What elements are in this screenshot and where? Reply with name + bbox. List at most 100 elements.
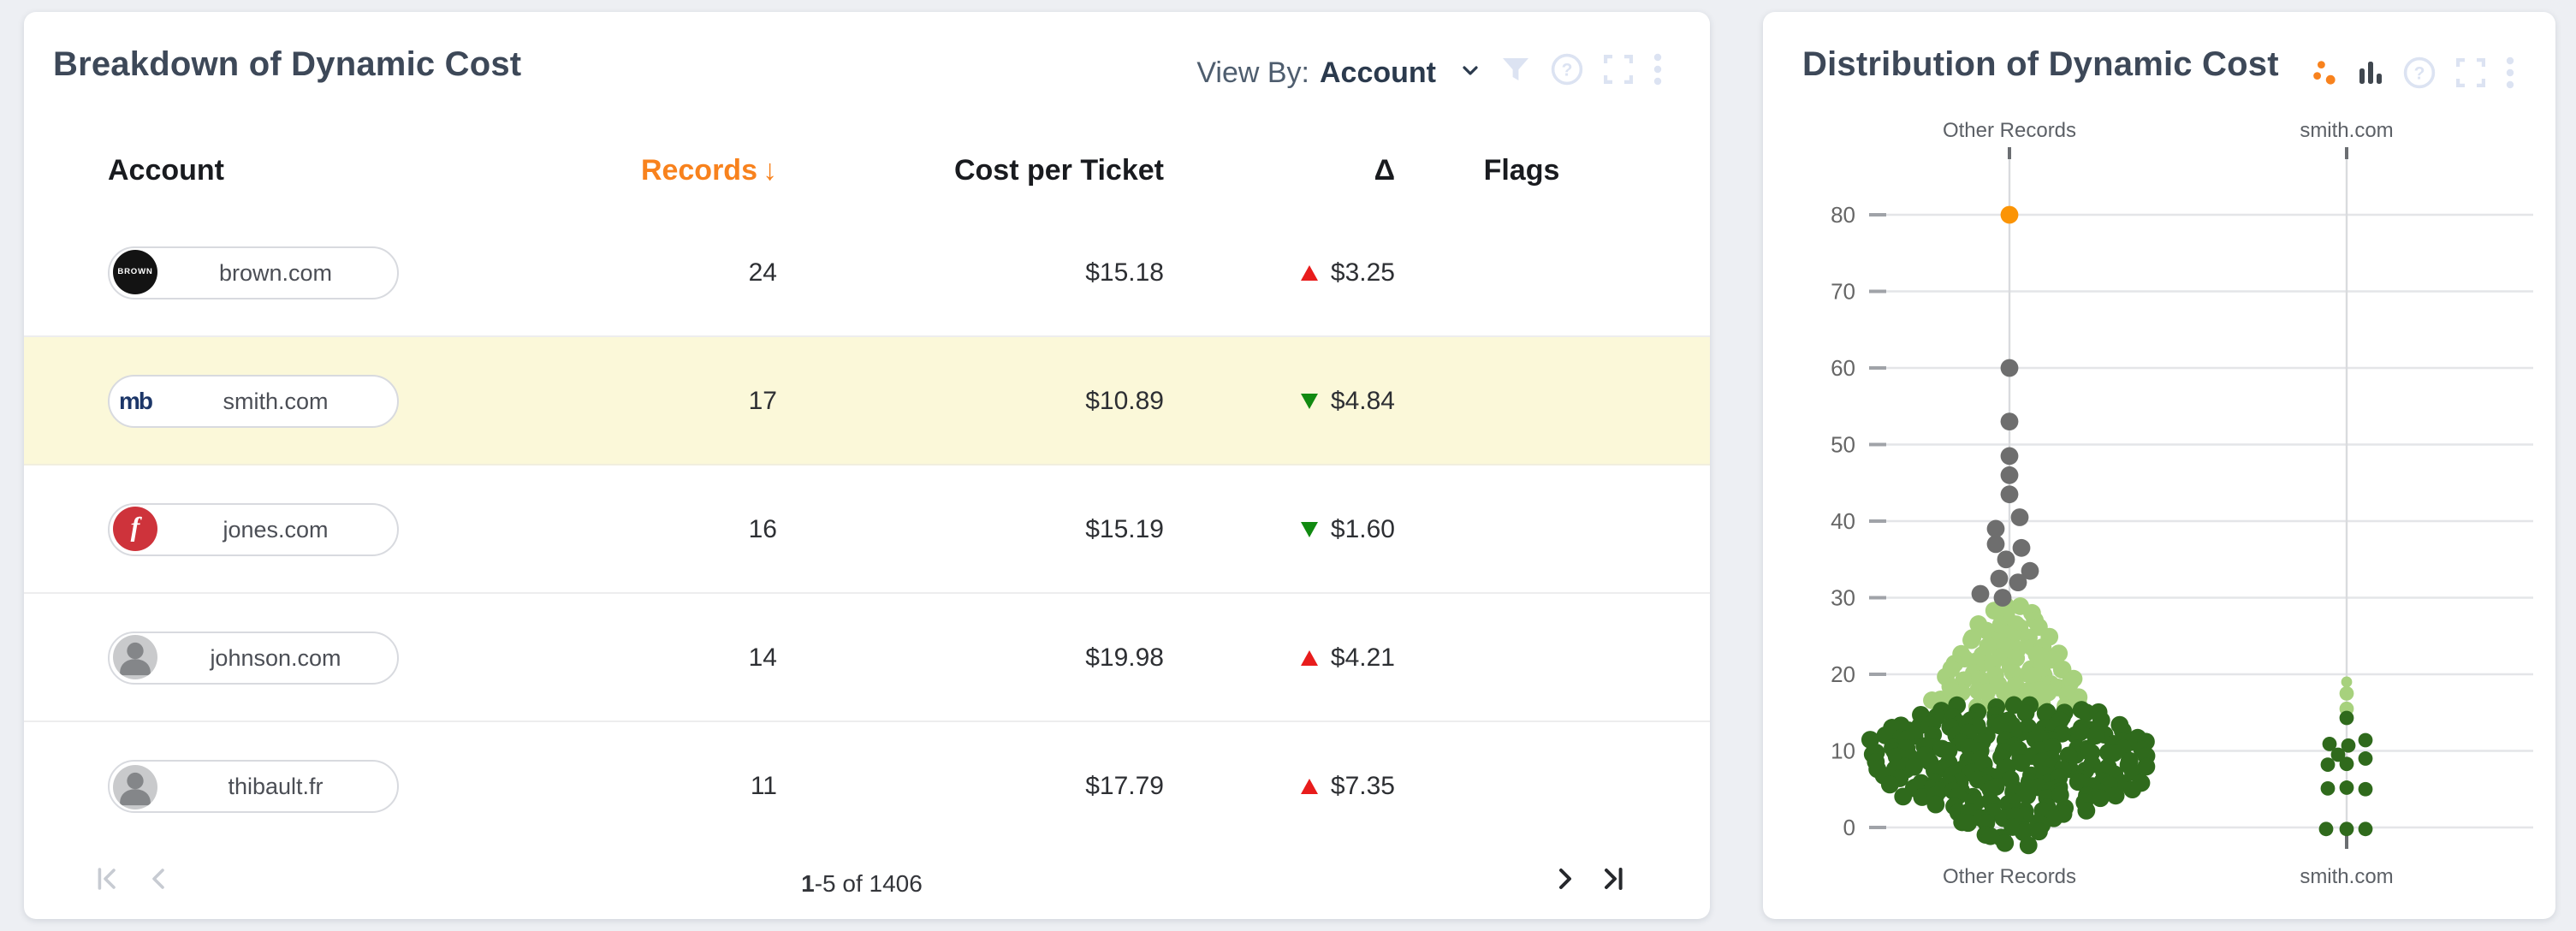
swarm-dot[interactable] (2322, 737, 2337, 751)
scatter-view-icon[interactable] (2312, 60, 2338, 94)
account-pill[interactable]: johnson.com (108, 631, 399, 684)
table-row[interactable]: mb smith.com 17 $10.89 $4.84 (24, 337, 1710, 466)
swarm-dot[interactable] (1905, 757, 1924, 776)
swarm-dot[interactable] (2077, 801, 2096, 820)
next-page-icon[interactable] (1552, 866, 1578, 900)
account-pill[interactable]: f jones.com (108, 502, 399, 555)
swarm-dot[interactable] (2000, 485, 2019, 504)
help-icon[interactable]: ? (1551, 53, 1583, 94)
swarm-dot[interactable] (1971, 584, 1990, 603)
swarm-dot[interactable] (2339, 710, 2354, 726)
swarm-dot[interactable] (2104, 744, 2123, 762)
swarm-dot[interactable] (2339, 821, 2354, 837)
swarm-dot[interactable] (2358, 732, 2373, 748)
chart-header-controls: ? (2312, 56, 2514, 98)
swarm-dot[interactable] (2000, 466, 2019, 484)
swarm-dot[interactable] (2016, 703, 2035, 722)
swarm-dot[interactable] (2038, 703, 2057, 721)
swarm-dot[interactable] (2000, 447, 2019, 466)
swarm-dot[interactable] (1962, 631, 1980, 649)
swarm-dot[interactable] (2320, 780, 2336, 796)
first-page-icon[interactable] (94, 866, 120, 900)
account-pill[interactable]: thibault.fr (108, 760, 399, 813)
swarm-dot[interactable] (2341, 676, 2353, 688)
swarm-dot[interactable] (1996, 833, 2015, 852)
swarm-dot[interactable] (1986, 519, 2005, 538)
swarm-dot[interactable] (2021, 561, 2039, 580)
swarm-dot[interactable] (1986, 535, 2005, 554)
swarm-dot[interactable] (2018, 786, 2037, 805)
swarm-dot[interactable] (1993, 589, 2012, 607)
swarm-dot[interactable] (2019, 836, 2038, 855)
account-pill[interactable]: BROWN brown.com (108, 246, 399, 299)
swarm-dot[interactable] (2106, 786, 2125, 805)
swarm-dot[interactable] (1981, 827, 2000, 845)
swarm-dot[interactable] (2339, 685, 2354, 701)
col-header-flags[interactable]: Flags (1483, 154, 1560, 187)
previous-page-icon[interactable] (145, 866, 171, 900)
records-value: 17 (748, 386, 777, 415)
swarm-dot[interactable] (2010, 508, 2029, 526)
swarm-dot[interactable] (2358, 781, 2373, 797)
account-pill[interactable]: mb smith.com (108, 374, 399, 427)
last-page-icon[interactable] (1600, 866, 1626, 900)
swarm-dot[interactable] (2339, 780, 2354, 795)
swarm-dot[interactable] (2069, 773, 2087, 792)
swarm-dot[interactable] (1997, 550, 2015, 569)
swarm-dot[interactable] (2358, 751, 2373, 766)
kebab-menu-icon[interactable] (1653, 53, 1662, 94)
swarm-dot[interactable] (2000, 359, 2019, 377)
swarm-dot[interactable] (1926, 795, 1945, 814)
swarm-dot[interactable] (2358, 821, 2373, 837)
swarm-dot[interactable] (2012, 754, 2031, 772)
expand-icon[interactable] (1603, 54, 1634, 92)
kebab-menu-icon[interactable] (2506, 56, 2514, 98)
account-name: jones.com (223, 516, 329, 542)
col-header-records[interactable]: Records ↓ (640, 154, 777, 187)
y-axis-tick-label: 70 (1831, 279, 1855, 305)
delta-up-icon (1301, 649, 1319, 665)
swarm-dot[interactable] (2091, 789, 2110, 808)
swarm-dot[interactable] (1880, 775, 1899, 794)
swarm-dot[interactable] (2339, 756, 2354, 772)
table-row[interactable]: BROWN brown.com 24 $15.18 $3.25 (24, 209, 1710, 337)
filter-icon[interactable] (1501, 56, 1530, 92)
swarm-dot[interactable] (2320, 757, 2336, 773)
swarm-dot[interactable] (1991, 716, 2009, 735)
bar-chart-view-icon[interactable] (2359, 60, 2383, 94)
col-header-cost[interactable]: Cost per Ticket (953, 154, 1164, 187)
svg-text:?: ? (1562, 60, 1573, 80)
records-value: 14 (748, 643, 777, 672)
swarm-dot[interactable] (2023, 667, 2042, 686)
swarm-dot[interactable] (2330, 747, 2346, 762)
swarm-dot[interactable] (2030, 822, 2048, 841)
pagination-bar: 1-5 of 1406 (24, 847, 1710, 919)
swarm-dot[interactable] (1990, 569, 2009, 588)
swarm-dot[interactable] (2086, 726, 2104, 745)
swarm-dot[interactable] (2070, 723, 2089, 742)
table-rows: BROWN brown.com 24 $15.18 $3.25 mb smith.com 17… (24, 209, 1710, 851)
help-icon[interactable]: ? (2403, 56, 2436, 98)
table-row[interactable]: thibault.fr 11 $17.79 $7.35 (24, 722, 1710, 851)
table-row[interactable]: f jones.com 16 $15.19 $1.60 (24, 466, 1710, 594)
col-header-delta[interactable]: Δ (1374, 154, 1395, 187)
swarm-dot[interactable] (2341, 738, 2356, 753)
swarm-dot[interactable] (1959, 814, 1978, 833)
account-name: johnson.com (210, 644, 341, 670)
view-by-dropdown[interactable]: Account (1320, 56, 1436, 89)
person-avatar-icon (113, 635, 157, 679)
col-header-account[interactable]: Account (108, 154, 224, 187)
table-row[interactable]: johnson.com 14 $19.98 $4.21 (24, 594, 1710, 722)
swarm-dot[interactable] (2000, 205, 2019, 224)
swarm-dot[interactable] (2318, 821, 2334, 837)
expand-icon[interactable] (2455, 57, 2486, 96)
person-avatar-icon (113, 764, 157, 809)
swarm-dot[interactable] (2009, 573, 2027, 591)
swarm-dot[interactable] (2012, 538, 2031, 557)
swarm-dot[interactable] (1913, 788, 1932, 806)
chevron-down-icon[interactable] (1460, 58, 1481, 89)
swarm-dot[interactable] (2123, 780, 2142, 799)
swarm-dot[interactable] (2137, 757, 2156, 776)
swarm-dot[interactable] (2000, 412, 2019, 431)
swarm-dot[interactable] (2059, 746, 2078, 765)
